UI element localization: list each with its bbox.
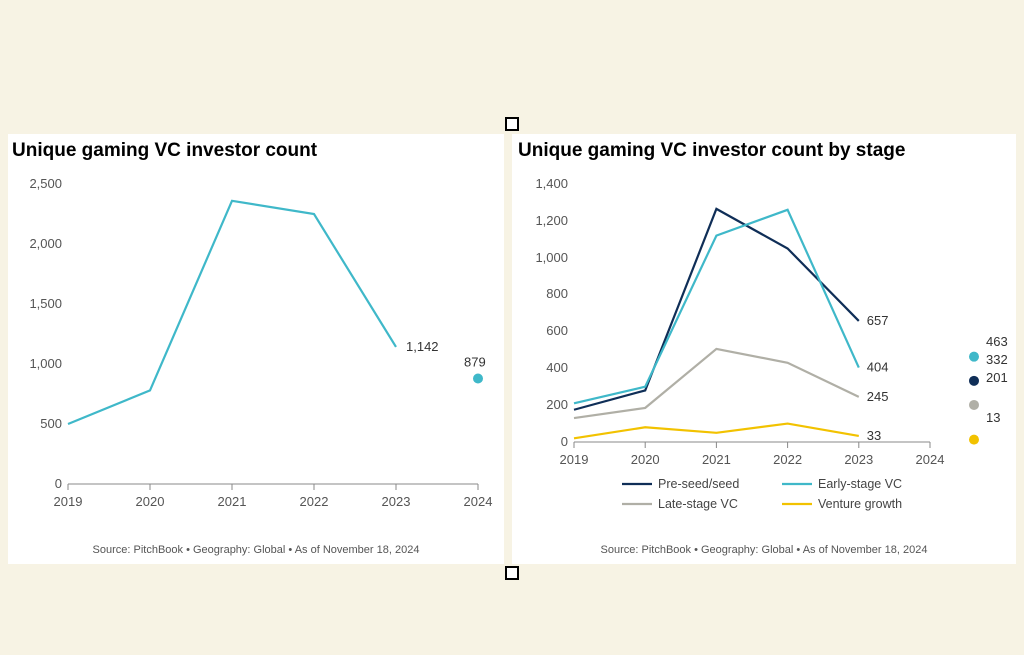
ytick-4: 2,000 — [29, 236, 62, 251]
left-chart-svg: 0 500 1,000 1,500 2,000 2,500 2019 2020 … — [8, 174, 504, 544]
right-end-label-2: 245 — [867, 389, 889, 404]
right-y-axis: 0 200 400 600 800 1,000 1,200 1,400 — [535, 176, 568, 449]
right-chart-footer: Source: PitchBook • Geography: Global • … — [512, 544, 1016, 556]
xtick-3: 2022 — [300, 494, 329, 509]
left-chart-panel: Unique gaming VC investor count 0 500 1,… — [8, 134, 504, 564]
resize-handle-bottom[interactable] — [505, 566, 519, 580]
xtick-0: 2019 — [54, 494, 83, 509]
rytick-1: 200 — [546, 397, 568, 412]
rytick-3: 600 — [546, 323, 568, 338]
right-iso-label-2: 201 — [986, 370, 1008, 385]
rytick-7: 1,400 — [535, 176, 568, 191]
rxtick-0: 2019 — [560, 452, 589, 467]
ytick-1: 500 — [40, 416, 62, 431]
left-chart-title: Unique gaming VC investor count — [12, 140, 317, 162]
left-chart-footer: Source: PitchBook • Geography: Global • … — [8, 544, 504, 556]
rxtick-1: 2020 — [631, 452, 660, 467]
legend-label-0: Pre-seed/seed — [658, 477, 739, 491]
resize-handle-top[interactable] — [505, 117, 519, 131]
canvas: Unique gaming VC investor count 0 500 1,… — [0, 0, 1024, 655]
left-y-axis: 0 500 1,000 1,500 2,000 2,500 — [29, 176, 62, 491]
legend-label-2: Late-stage VC — [658, 497, 738, 511]
right-chart-svg: 0 200 400 600 800 1,000 1,200 1,400 2019… — [512, 174, 1016, 544]
right-iso-label-0: 332 — [986, 352, 1008, 367]
left-series-end-label: 1,142 — [406, 339, 439, 354]
xtick-5: 2024 — [464, 494, 493, 509]
ytick-0: 0 — [55, 476, 62, 491]
right-iso-point-1 — [969, 352, 979, 362]
right-series-group — [574, 209, 859, 438]
right-isolated-points: 332 463 201 13 — [969, 334, 1008, 445]
right-x-axis: 2019 2020 2021 2022 2023 2024 — [560, 442, 945, 467]
right-chart-title: Unique gaming VC investor count by stage — [518, 140, 905, 162]
ytick-5: 2,500 — [29, 176, 62, 191]
right-end-label-0: 657 — [867, 313, 889, 328]
rxtick-5: 2024 — [916, 452, 945, 467]
right-chart-panel: Unique gaming VC investor count by stage… — [512, 134, 1016, 564]
xtick-2: 2021 — [218, 494, 247, 509]
rytick-0: 0 — [561, 434, 568, 449]
right-iso-point-3 — [969, 435, 979, 445]
ytick-2: 1,000 — [29, 356, 62, 371]
left-x-axis: 2019 2020 2021 2022 2023 2024 — [54, 484, 493, 509]
left-series-line — [68, 201, 396, 424]
right-iso-label-3: 13 — [986, 410, 1000, 425]
left-isolated-point — [473, 374, 483, 384]
xtick-1: 2020 — [136, 494, 165, 509]
right-legend: Pre-seed/seed Early-stage VC Late-stage … — [622, 477, 902, 511]
rxtick-4: 2023 — [844, 452, 873, 467]
rytick-4: 800 — [546, 286, 568, 301]
right-series-line-1 — [574, 210, 859, 403]
rytick-6: 1,200 — [535, 213, 568, 228]
right-series-line-2 — [574, 349, 859, 418]
right-iso-point-0 — [969, 376, 979, 386]
rxtick-2: 2021 — [702, 452, 731, 467]
right-end-label-3: 33 — [867, 428, 881, 443]
right-iso-point-2 — [969, 400, 979, 410]
left-isolated-label: 879 — [464, 355, 486, 370]
right-series-line-3 — [574, 424, 859, 439]
ytick-3: 1,500 — [29, 296, 62, 311]
rytick-2: 400 — [546, 360, 568, 375]
xtick-4: 2023 — [382, 494, 411, 509]
rytick-5: 1,000 — [535, 250, 568, 265]
right-iso-label-1: 463 — [986, 334, 1008, 349]
right-end-label-1: 404 — [867, 360, 889, 375]
legend-label-3: Venture growth — [818, 497, 902, 511]
right-series-line-0 — [574, 209, 859, 410]
legend-label-1: Early-stage VC — [818, 477, 902, 491]
rxtick-3: 2022 — [773, 452, 802, 467]
right-end-labels: 657 404 245 33 — [867, 313, 889, 443]
